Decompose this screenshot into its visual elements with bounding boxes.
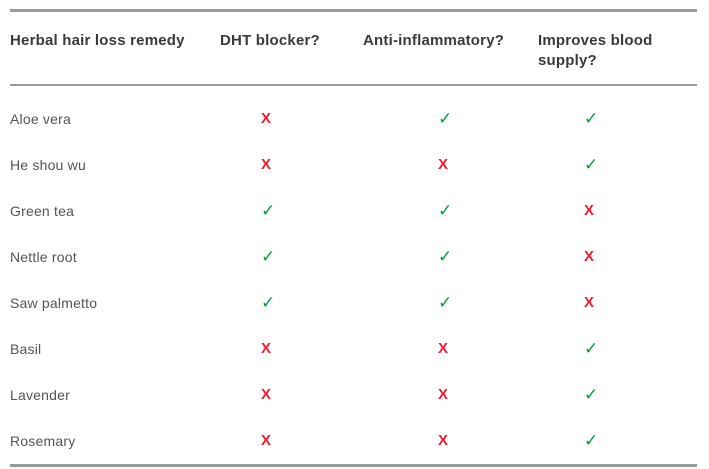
table-header: Herbal hair loss remedy DHT blocker? Ant… [10,10,697,86]
cell-anti-inflammatory: X [363,418,538,466]
check-icon: ✓ [584,430,599,450]
cross-icon: X [438,386,449,403]
remedy-name: Rosemary [10,432,76,449]
check-icon: ✓ [584,154,599,174]
cross-icon: X [584,202,595,219]
check-icon: ✓ [261,200,276,220]
cell-anti-inflammatory: X [363,372,538,418]
cross-icon: X [584,248,595,265]
check-icon: ✓ [438,246,453,266]
check-icon: ✓ [438,292,453,312]
cross-icon: X [438,156,449,173]
cell-anti-inflammatory: X [363,326,538,372]
check-icon: ✓ [261,246,276,266]
remedy-name: Nettle root [10,248,77,265]
cell-improves-blood-supply: X [538,188,697,234]
header-remedy: Herbal hair loss remedy [10,10,220,86]
table-row: Aloe vera X ✓ ✓ [10,85,697,142]
table-row: Lavender X X ✓ [10,372,697,418]
check-icon: ✓ [261,292,276,312]
cross-icon: X [584,294,595,311]
cross-icon: X [438,432,449,449]
header-row: Herbal hair loss remedy DHT blocker? Ant… [10,10,697,86]
remedy-name: Basil [10,340,42,357]
check-icon: ✓ [584,384,599,404]
table-row: Saw palmetto ✓ ✓ X [10,280,697,326]
cell-dht-blocker: X [220,418,363,466]
cell-anti-inflammatory: ✓ [363,280,538,326]
check-icon: ✓ [584,338,599,358]
table-row: Green tea ✓ ✓ X [10,188,697,234]
table-row: He shou wu X X ✓ [10,142,697,188]
remedy-name: Aloe vera [10,110,71,127]
cell-dht-blocker: ✓ [220,280,363,326]
header-improves-blood-supply: Improves blood supply? [538,10,697,86]
table-row: Rosemary X X ✓ [10,418,697,466]
header-dht-blocker: DHT blocker? [220,10,363,86]
cross-icon: X [261,156,272,173]
cell-anti-inflammatory: ✓ [363,234,538,280]
cell-improves-blood-supply: X [538,234,697,280]
cell-improves-blood-supply: ✓ [538,418,697,466]
cross-icon: X [261,340,272,357]
remedy-name: Lavender [10,386,70,403]
remedy-name: Saw palmetto [10,294,98,311]
cross-icon: X [261,386,272,403]
remedy-name: Green tea [10,202,75,219]
cell-anti-inflammatory: ✓ [363,85,538,142]
cell-dht-blocker: ✓ [220,234,363,280]
table-row: Basil X X ✓ [10,326,697,372]
cell-dht-blocker: X [220,326,363,372]
cell-dht-blocker: X [220,85,363,142]
check-icon: ✓ [438,200,453,220]
cell-improves-blood-supply: ✓ [538,326,697,372]
cell-dht-blocker: X [220,142,363,188]
header-anti-inflammatory: Anti-inflammatory? [363,10,538,86]
remedy-name: He shou wu [10,156,86,173]
herbal-remedy-table: Herbal hair loss remedy DHT blocker? Ant… [10,9,697,467]
check-icon: ✓ [438,108,453,128]
cell-improves-blood-supply: ✓ [538,85,697,142]
cell-anti-inflammatory: ✓ [363,188,538,234]
cell-dht-blocker: ✓ [220,188,363,234]
cell-improves-blood-supply: ✓ [538,372,697,418]
cell-improves-blood-supply: ✓ [538,142,697,188]
table-row: Nettle root ✓ ✓ X [10,234,697,280]
cross-icon: X [261,432,272,449]
check-icon: ✓ [584,108,599,128]
table-body: Aloe vera X ✓ ✓ He shou wu X X ✓ Green t… [10,85,697,466]
cross-icon: X [261,110,272,127]
cross-icon: X [438,340,449,357]
cell-dht-blocker: X [220,372,363,418]
cell-improves-blood-supply: X [538,280,697,326]
cell-anti-inflammatory: X [363,142,538,188]
